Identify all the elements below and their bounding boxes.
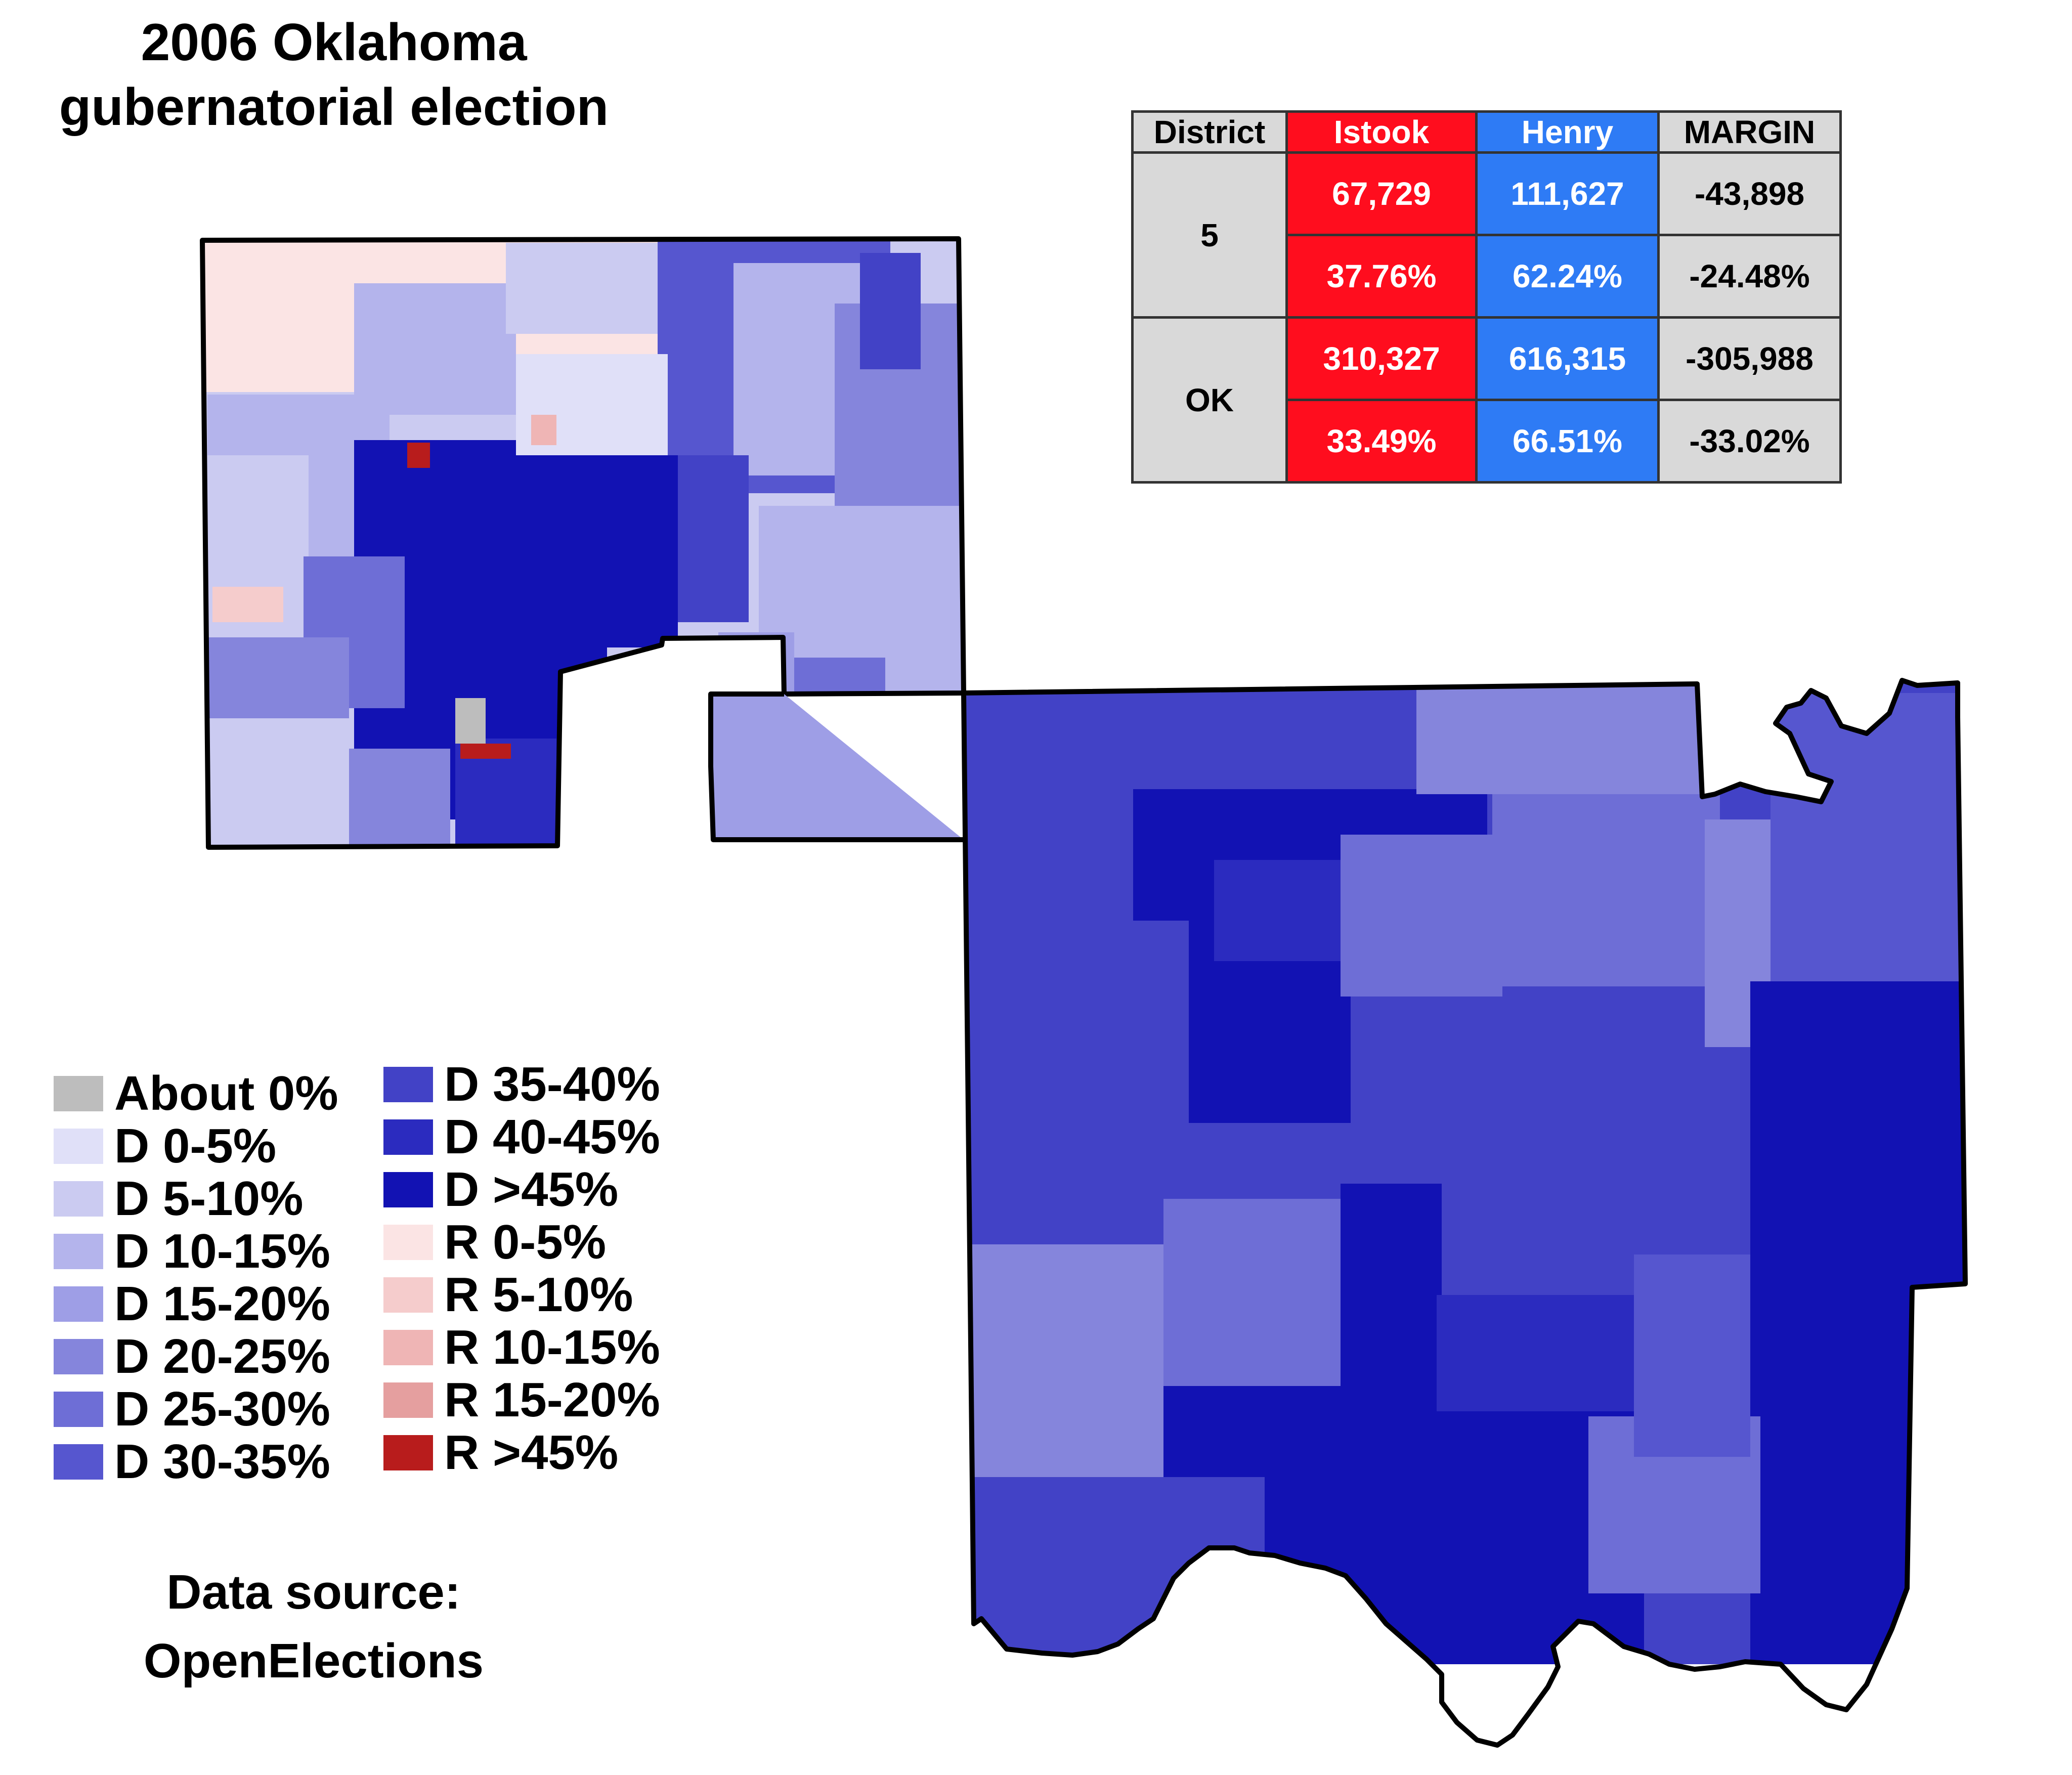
legend-swatch xyxy=(54,1444,103,1480)
header-margin: MARGIN xyxy=(1657,110,1842,154)
legend-label: D >45% xyxy=(444,1162,619,1217)
legend-item: D 0-5% xyxy=(54,1120,338,1173)
legend-item: D 40-45% xyxy=(383,1111,660,1163)
legend-swatch xyxy=(383,1067,433,1102)
istook-votes-cell: 67,729 xyxy=(1285,151,1478,236)
title-line-2: gubernatorial election xyxy=(59,78,609,137)
legend-label: D 0-5% xyxy=(114,1119,277,1173)
map-title: 2006 Oklahoma gubernatorial election xyxy=(20,10,648,140)
legend-item: D >45% xyxy=(383,1163,660,1216)
legend-swatch xyxy=(54,1181,103,1217)
legend-item: D 35-40% xyxy=(383,1058,660,1111)
legend-item: About 0% xyxy=(54,1067,338,1120)
legend-label: R 5-10% xyxy=(444,1268,633,1322)
legend-swatch xyxy=(54,1234,103,1269)
henry-votes-cell: 616,315 xyxy=(1475,316,1660,401)
legend-item: D 25-30% xyxy=(54,1383,338,1436)
legend-swatch xyxy=(383,1330,433,1365)
district-cell: 5 xyxy=(1131,151,1288,319)
legend-swatch xyxy=(383,1119,433,1155)
district-cell: OK xyxy=(1131,316,1288,484)
henry-votes-cell: 111,627 xyxy=(1475,151,1660,236)
legend-item: D 20-25% xyxy=(54,1330,338,1383)
legend-swatch xyxy=(383,1225,433,1260)
legend-label: D 5-10% xyxy=(114,1172,304,1226)
source-line-2: OpenElections xyxy=(143,1634,484,1688)
henry-pct-cell: 66.51% xyxy=(1475,399,1660,484)
legend-label: R 10-15% xyxy=(444,1320,660,1374)
istook-votes-cell: 310,327 xyxy=(1285,316,1478,401)
legend-label: D 40-45% xyxy=(444,1110,660,1164)
istook-pct-cell: 33.49% xyxy=(1285,399,1478,484)
table-row: 33.49% 66.51% -33.02% xyxy=(1133,399,1842,484)
results-header-row: District Istook Henry MARGIN xyxy=(1131,110,1842,154)
legend-item: R 15-20% xyxy=(383,1374,660,1426)
legend-item: D 15-20% xyxy=(54,1278,338,1330)
legend-label: D 20-25% xyxy=(114,1329,330,1383)
legend-right-column: D 35-40% D 40-45% D >45% R 0-5% R 5-10% R 10-… xyxy=(383,1058,660,1479)
legend-item: D 5-10% xyxy=(54,1173,338,1225)
legend-swatch xyxy=(54,1339,103,1374)
margin-pct-cell: -33.02% xyxy=(1657,399,1842,484)
legend-swatch xyxy=(54,1129,103,1164)
margin-votes-cell: -305,988 xyxy=(1657,316,1842,401)
legend-label: R 15-20% xyxy=(444,1373,660,1427)
legend-swatch xyxy=(383,1277,433,1313)
title-line-1: 2006 Oklahoma xyxy=(141,13,527,72)
table-row: 5 67,729 111,627 -43,898 xyxy=(1131,151,1842,319)
legend-label: D 30-35% xyxy=(114,1435,330,1489)
legend-item: R 5-10% xyxy=(383,1269,660,1321)
legend-item: R 0-5% xyxy=(383,1216,660,1269)
henry-pct-cell: 62.24% xyxy=(1475,234,1660,319)
legend-swatch xyxy=(383,1382,433,1418)
header-istook: Istook xyxy=(1285,110,1478,154)
margin-votes-cell: -43,898 xyxy=(1657,151,1842,236)
legend-left-column: About 0% D 0-5% D 5-10% D 10-15% D 15-20% D 2… xyxy=(54,1067,338,1488)
legend-item: D 10-15% xyxy=(54,1225,338,1278)
results-table: District Istook Henry MARGIN 5 67,729 11… xyxy=(1131,110,1842,484)
margin-pct-cell: -24.48% xyxy=(1657,234,1842,319)
source-line-1: Data source: xyxy=(166,1565,461,1619)
legend-swatch xyxy=(54,1286,103,1322)
legend-item: D 30-35% xyxy=(54,1436,338,1488)
legend-label: D 25-30% xyxy=(114,1382,330,1436)
legend-label: About 0% xyxy=(114,1066,338,1120)
data-source-note: Data source: OpenElections xyxy=(61,1558,567,1696)
legend-item: R 10-15% xyxy=(383,1321,660,1374)
legend-swatch xyxy=(54,1076,103,1111)
table-row: OK 310,327 616,315 -305,988 xyxy=(1131,316,1842,484)
legend-item: R >45% xyxy=(383,1426,660,1479)
legend-swatch xyxy=(383,1435,433,1470)
legend-label: R 0-5% xyxy=(444,1215,607,1269)
legend-swatch xyxy=(383,1172,433,1207)
legend-label: D 35-40% xyxy=(444,1057,660,1111)
istook-pct-cell: 37.76% xyxy=(1285,234,1478,319)
header-district: District xyxy=(1131,110,1288,154)
header-henry: Henry xyxy=(1475,110,1660,154)
legend-swatch xyxy=(54,1392,103,1427)
table-row: 37.76% 62.24% -24.48% xyxy=(1133,234,1842,319)
legend-label: R >45% xyxy=(444,1425,619,1480)
legend-label: D 15-20% xyxy=(114,1277,330,1331)
legend-label: D 10-15% xyxy=(114,1224,330,1278)
